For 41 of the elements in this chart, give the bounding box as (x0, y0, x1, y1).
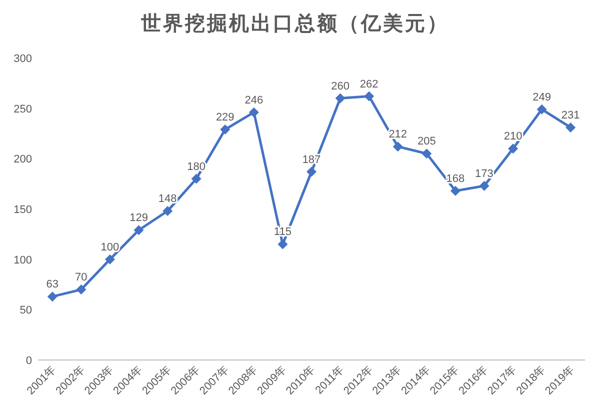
y-tick-label: 50 (20, 304, 32, 317)
point (248, 107, 259, 118)
point (508, 144, 518, 154)
data-label: 262 (360, 78, 378, 90)
data-label: 100 (100, 241, 120, 254)
y-tick-label: 200 (14, 154, 32, 166)
point (536, 104, 547, 114)
data-label: 129 (130, 212, 148, 224)
chart-title: 世界挖掘机出口总额（亿美元） (140, 12, 449, 35)
point (364, 91, 374, 102)
data-label: 205 (417, 136, 436, 148)
point (104, 254, 115, 264)
point (76, 284, 86, 295)
point (278, 239, 288, 250)
data-label: 229 (216, 111, 234, 124)
point (566, 122, 576, 132)
point (47, 292, 58, 302)
point (191, 174, 202, 184)
point (134, 225, 144, 236)
data-label: 246 (244, 94, 264, 106)
y-tick-label: 150 (14, 204, 32, 216)
data-label: 231 (561, 109, 580, 122)
point (306, 166, 316, 177)
data-label: 260 (331, 80, 350, 92)
point (422, 148, 432, 159)
data-label: 70 (75, 272, 88, 284)
data-label: 249 (532, 91, 551, 104)
data-label: 173 (475, 168, 494, 180)
point (220, 124, 230, 134)
y-tick-label: 300 (14, 53, 32, 65)
point (450, 186, 460, 196)
data-label: 168 (446, 172, 465, 185)
y-tick-label: 0 (26, 355, 32, 367)
y-tick-label: 250 (14, 103, 32, 116)
point (479, 180, 490, 191)
y-tick-label: 100 (14, 254, 32, 266)
point (162, 206, 173, 216)
point (392, 142, 403, 152)
data-label: 148 (158, 193, 177, 206)
point (335, 93, 346, 104)
data-label: 63 (46, 278, 59, 291)
